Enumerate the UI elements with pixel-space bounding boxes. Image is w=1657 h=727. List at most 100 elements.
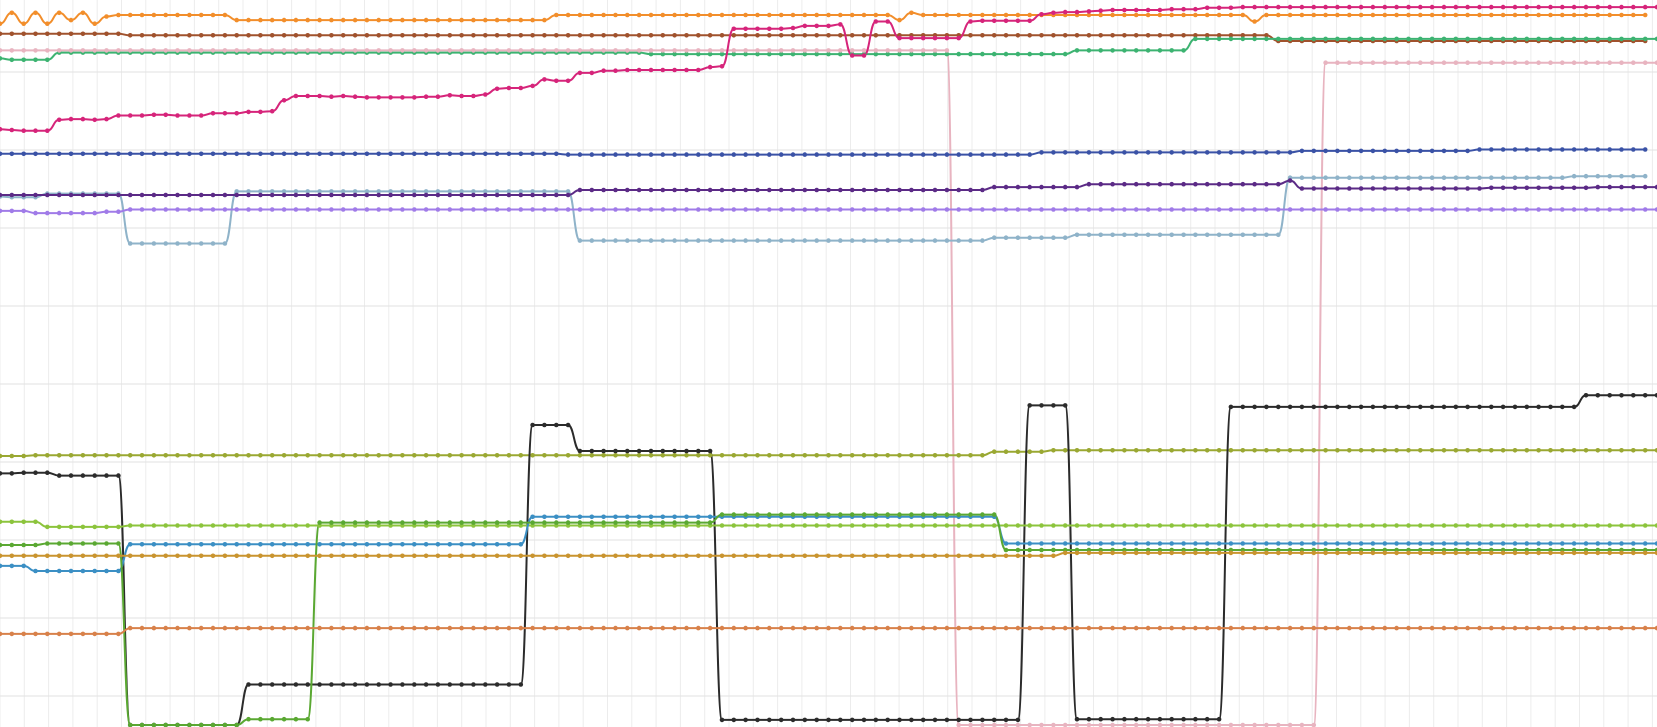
series-9-point — [601, 207, 606, 212]
series-8-point — [459, 192, 464, 198]
series-7-point — [175, 241, 180, 246]
series-15-point — [317, 553, 322, 559]
series-15-point — [1181, 550, 1186, 556]
series-3-point — [1169, 48, 1174, 53]
series-9-point — [1169, 207, 1174, 212]
series-16-point — [1524, 625, 1530, 631]
series-9-point — [1228, 207, 1234, 212]
series-9-point — [790, 207, 796, 212]
series-2-point — [435, 33, 441, 38]
series-11-point — [1642, 393, 1648, 398]
series-6-point — [400, 151, 405, 157]
series-15-point — [1477, 550, 1482, 556]
series-9-point — [1335, 207, 1340, 212]
series-5-point — [1418, 4, 1423, 10]
series-11-point — [9, 471, 15, 476]
series-15-point — [234, 553, 239, 559]
series-8-point — [1512, 185, 1518, 191]
series-11-point — [767, 717, 772, 723]
series-8-point — [1560, 185, 1565, 191]
series-14-point — [293, 716, 299, 722]
series-6-point — [1631, 147, 1636, 152]
series-1-point — [317, 17, 322, 23]
series-11-point — [293, 682, 299, 687]
series-7-point — [565, 189, 571, 194]
series-6-point — [707, 152, 713, 157]
series-10-point — [743, 453, 748, 458]
series-9-point — [1512, 207, 1518, 212]
series-1-point — [329, 17, 334, 23]
series-3-point — [1276, 36, 1281, 42]
series-10-point — [494, 453, 500, 458]
series-5-point — [577, 70, 583, 76]
series-2-point — [352, 33, 358, 38]
series-15-point — [163, 553, 168, 559]
series-4-point — [483, 48, 488, 53]
series-7-point — [1216, 232, 1222, 238]
series-10-point — [281, 453, 287, 458]
series-15-point — [494, 553, 500, 559]
series-2-point — [743, 33, 748, 38]
series-5-point — [909, 35, 914, 41]
series-13-point — [1607, 541, 1612, 546]
series-3-point — [1204, 36, 1210, 42]
series-14-point — [139, 722, 145, 727]
series-15-point — [364, 553, 370, 559]
series-11-point — [412, 682, 417, 687]
series-10-point — [1216, 448, 1222, 453]
series-6-point — [1429, 148, 1435, 154]
series-9-point — [885, 207, 890, 212]
series-10-point — [1062, 448, 1068, 453]
series-15-point — [1335, 550, 1340, 556]
series-13-point — [471, 542, 476, 547]
series-3-point — [1157, 48, 1163, 53]
series-2-point — [601, 33, 606, 38]
series-10-point — [1323, 448, 1328, 453]
series-6-point — [9, 151, 15, 157]
series-6-point — [1607, 147, 1612, 152]
series-10-point — [1287, 448, 1293, 453]
series-9-point — [1631, 207, 1636, 212]
series-15-point — [1642, 550, 1648, 556]
series-1-point — [1323, 12, 1328, 18]
series-6-point — [269, 151, 275, 157]
series-8-point — [1299, 186, 1305, 191]
series-11-point — [1228, 404, 1234, 410]
series-9-point — [1252, 207, 1257, 212]
series-11-point — [1110, 716, 1115, 722]
series-12-point — [1003, 523, 1009, 528]
series-4-point — [1619, 60, 1624, 65]
series-2-point — [636, 33, 642, 38]
series-5-point — [1571, 4, 1577, 10]
series-10-point — [1027, 449, 1032, 455]
series-7-point — [1370, 175, 1376, 180]
series-10-point — [577, 453, 583, 458]
series-7-point — [838, 238, 843, 243]
series-1-point — [849, 12, 855, 18]
series-6-point — [471, 151, 476, 157]
series-1-point — [258, 17, 263, 23]
series-1-point — [33, 10, 38, 16]
series-7-point — [731, 238, 737, 243]
series-2-point — [127, 33, 133, 38]
series-4-point — [826, 48, 831, 53]
series-9-point — [1193, 207, 1198, 212]
series-6-point — [1193, 150, 1198, 155]
series-9-point — [1429, 207, 1435, 212]
series-6-point — [163, 151, 168, 157]
series-1-point — [530, 17, 535, 23]
series-2-point — [68, 31, 74, 37]
series-8-point — [9, 192, 15, 198]
series-5-point — [376, 95, 382, 100]
series-12-point — [1477, 523, 1482, 528]
series-3-point — [956, 51, 961, 57]
series-1-point — [1252, 19, 1257, 24]
series-3-point — [0, 56, 3, 61]
series-11-point — [305, 682, 311, 687]
series-9-point — [68, 210, 74, 216]
series-6-point — [660, 152, 666, 157]
series-4-point — [1583, 60, 1589, 65]
series-12-point — [246, 523, 251, 528]
series-10-point — [92, 453, 97, 458]
series-6-point — [1358, 148, 1364, 154]
